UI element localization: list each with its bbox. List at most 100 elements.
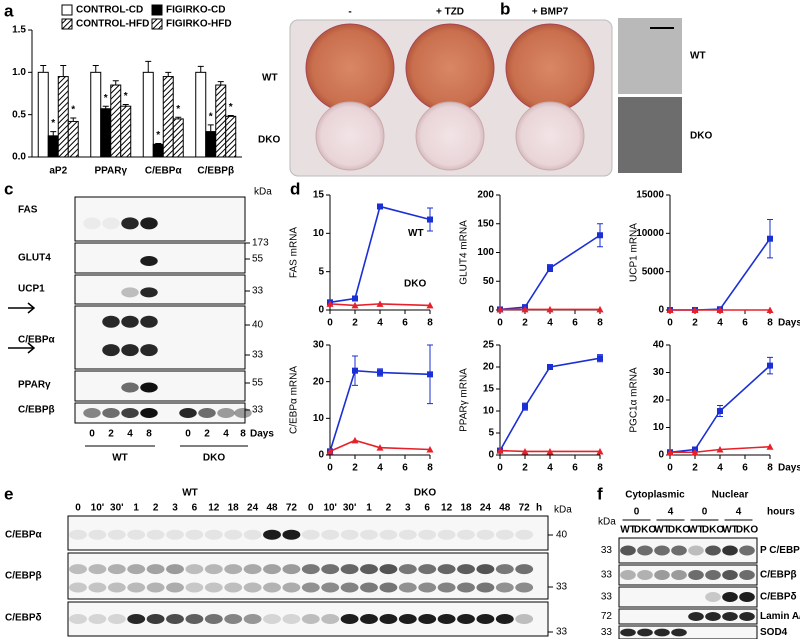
panel-label: f: [597, 484, 603, 503]
protein-label: FAS: [18, 205, 38, 216]
band: [360, 529, 378, 540]
band: [654, 545, 670, 556]
band: [379, 614, 398, 624]
hours-label: 4: [668, 507, 674, 518]
band: [671, 545, 687, 556]
y-axis-label: PGC1α mRNA: [629, 367, 640, 433]
error-bar: [92, 65, 99, 73]
point: [376, 444, 384, 451]
blot: [67, 552, 549, 600]
band: [102, 408, 120, 418]
band: [282, 564, 301, 575]
band: [705, 612, 721, 621]
y-tick-label: 5: [488, 428, 494, 439]
point: [766, 443, 774, 450]
band: [185, 529, 204, 540]
band: [495, 582, 514, 593]
time-label: 30': [343, 503, 357, 514]
band: [476, 529, 495, 540]
fraction-label: Nuclear: [712, 490, 749, 501]
genotype-label: DKO: [702, 525, 724, 536]
genotype-label: WT: [688, 525, 704, 536]
band: [301, 582, 320, 593]
arrows: [8, 302, 36, 354]
band: [495, 564, 514, 575]
genotype-label: DKO: [668, 525, 690, 536]
band: [620, 628, 636, 637]
bar: [215, 84, 227, 158]
marker-label: 33: [252, 350, 264, 361]
band: [146, 529, 165, 540]
band: [688, 612, 704, 621]
protein-label: P C/EBPβ: [760, 545, 800, 556]
blot: [618, 625, 758, 639]
y-tick-label: 0: [318, 450, 324, 461]
point: [666, 306, 674, 313]
x-tick-label: 4: [377, 318, 383, 329]
y-tick-label: 1.5: [12, 25, 26, 36]
band: [321, 614, 340, 624]
bar: [57, 76, 69, 158]
band: [107, 582, 126, 593]
blot: [74, 274, 246, 305]
y-tick-label: 0: [658, 450, 664, 461]
y-tick-label: 10000: [636, 228, 664, 239]
x-tick-label: 8: [427, 463, 433, 474]
x-tick-label: 2: [522, 318, 528, 329]
band: [340, 582, 359, 593]
legend-label: FIGIRKO-CD: [166, 5, 225, 16]
x-tick-label: 6: [742, 318, 748, 329]
x-tick-label: 0: [667, 463, 673, 474]
time-label: 0: [308, 503, 314, 514]
band: [301, 529, 320, 540]
band: [69, 582, 87, 593]
point: [716, 306, 724, 313]
genotype-label: DKO: [736, 525, 758, 536]
hours-label: 4: [736, 507, 742, 518]
bar: [225, 115, 237, 158]
x-tick-label: 8: [767, 318, 773, 329]
x-tick-label: 2: [522, 463, 528, 474]
band: [107, 614, 126, 624]
legend-label: FIGIRKO-HFD: [166, 19, 232, 30]
band: [722, 570, 738, 580]
marker-label: 33: [601, 592, 613, 603]
y-tick-label: 200: [477, 190, 494, 201]
micrograph-label: WT: [690, 51, 706, 62]
point: [496, 305, 504, 313]
blot: [74, 305, 246, 370]
micrograph: [618, 97, 682, 173]
band: [418, 614, 437, 624]
x-tick-label: 4: [717, 318, 723, 329]
band: [224, 529, 243, 540]
band: [671, 628, 687, 637]
error-bar: [112, 80, 119, 86]
y-tick-label: 100: [477, 247, 494, 258]
blot: [67, 515, 549, 551]
band: [739, 612, 755, 621]
time-label: 6: [424, 503, 430, 514]
days-label: Days: [250, 429, 274, 440]
point: [377, 203, 383, 210]
well: [505, 23, 595, 113]
time-label: 2: [386, 503, 392, 514]
point: [596, 447, 604, 455]
bar: [195, 71, 207, 158]
point: [496, 447, 504, 454]
band: [360, 582, 378, 593]
bar: [100, 108, 112, 158]
band: [204, 582, 223, 593]
y-tick-label: 25: [483, 340, 495, 351]
time-label: 12: [208, 503, 220, 514]
band: [654, 628, 670, 637]
x-tick-label: 0: [327, 318, 333, 329]
band: [127, 614, 146, 624]
x-tick-label: 0: [497, 318, 503, 329]
significance: *: [176, 104, 180, 115]
y-tick-label: 1.0: [12, 67, 26, 78]
time-label: 2: [153, 503, 159, 514]
kda-label: kDa: [254, 187, 272, 198]
x-tick-label: 4: [717, 463, 723, 474]
hours-title: hours: [767, 507, 795, 518]
blot: [618, 586, 758, 608]
